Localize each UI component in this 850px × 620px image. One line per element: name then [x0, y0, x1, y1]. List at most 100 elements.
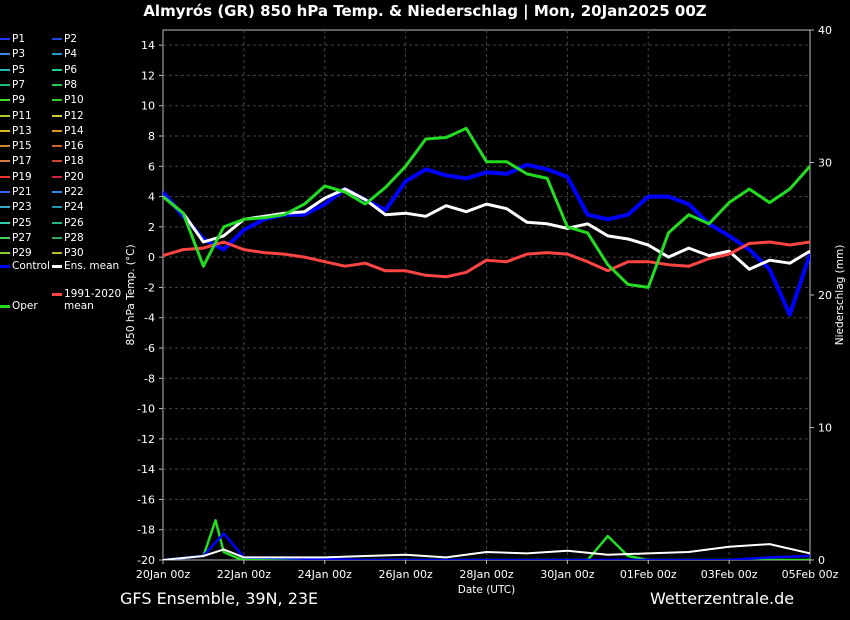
legend-swatch — [52, 206, 62, 209]
y-tick-label: -20 — [137, 554, 155, 567]
legend-label: P24 — [64, 201, 84, 214]
y-tick-label: -18 — [137, 524, 155, 537]
legend-entry-p2: P2 — [52, 33, 77, 45]
y-tick-label: -16 — [137, 493, 155, 506]
legend-swatch — [0, 53, 10, 56]
legend-entry-p25: P25 — [0, 217, 32, 229]
legend-swatch — [52, 38, 62, 40]
legend-label: P20 — [64, 170, 84, 183]
y-tick-label: -4 — [144, 312, 155, 325]
legend-swatch — [52, 53, 62, 56]
legend-label: Control — [12, 260, 50, 272]
y-tick-label: 0 — [148, 251, 155, 264]
legend-entry-p13: P13 — [0, 125, 32, 137]
legend-label: P13 — [12, 124, 32, 137]
legend-entry-p7: P7 — [0, 79, 25, 91]
legend-label: P22 — [64, 186, 84, 198]
precip-line-ens-mean — [163, 543, 810, 560]
x-tick-label: 01Feb 00z — [620, 568, 677, 581]
legend-label: P4 — [64, 48, 78, 61]
x-tick-label: 30Jan 00z — [540, 568, 594, 581]
chart-title: Almyrós (GR) 850 hPa Temp. & Niederschla… — [143, 2, 707, 20]
legend-label: P23 — [12, 201, 32, 214]
legend-label: P29 — [12, 247, 32, 260]
legend-label: P15 — [12, 140, 32, 153]
legend-entry-p26: P26 — [52, 217, 84, 229]
legend-label: P5 — [12, 63, 26, 76]
legend-swatch — [52, 191, 62, 193]
legend-swatch — [52, 68, 62, 71]
legend-entry-p18: P18 — [52, 155, 84, 167]
legend-entry-oper: Oper — [0, 300, 38, 312]
legend-label: P6 — [64, 63, 78, 76]
legend-entry-p22: P22 — [52, 186, 84, 198]
legend-label: P17 — [12, 155, 32, 168]
legend-entry-p20: P20 — [52, 171, 84, 183]
legend-label: P8 — [64, 78, 78, 91]
legend-entry-p8: P8 — [52, 79, 77, 91]
y-tick-label: -2 — [144, 281, 155, 294]
legend-entry-p24: P24 — [52, 201, 84, 213]
legend-label: P25 — [12, 216, 32, 229]
legend-label: Oper — [12, 300, 38, 312]
legend-label: P7 — [12, 78, 26, 91]
legend-swatch — [52, 292, 62, 296]
legend-swatch — [52, 221, 62, 224]
legend-entry-p5: P5 — [0, 64, 25, 76]
legend-label: P30 — [64, 247, 84, 260]
y-tick-label: -8 — [144, 372, 155, 385]
legend-swatch — [0, 99, 10, 102]
legend-entry-p12: P12 — [52, 110, 84, 122]
legend-swatch — [52, 160, 62, 163]
legend-swatch — [0, 160, 10, 163]
legend-swatch — [52, 236, 62, 239]
legend-swatch — [0, 221, 10, 224]
legend-entry-p14: P14 — [52, 125, 84, 137]
x-tick-label: 05Feb 00z — [782, 568, 839, 581]
y-tick-label: 4 — [148, 191, 155, 204]
y-tick-label: 14 — [141, 39, 155, 52]
legend-label: Ens. mean — [64, 260, 120, 272]
legend-swatch — [0, 304, 10, 308]
legend-entry-p28: P28 — [52, 232, 84, 244]
legend-swatch — [0, 129, 10, 132]
legend-label: P19 — [12, 170, 32, 183]
legend-swatch — [52, 145, 62, 148]
legend-label: P16 — [64, 140, 84, 153]
legend-entry-p23: P23 — [0, 201, 32, 213]
legend-label: P10 — [64, 94, 84, 107]
legend-label: P1 — [12, 33, 26, 45]
legend-swatch — [52, 264, 62, 268]
y2-tick-label: 30 — [818, 157, 832, 170]
legend-swatch — [52, 252, 62, 255]
legend-entry-p15: P15 — [0, 140, 32, 152]
legend-label: P26 — [64, 216, 84, 229]
legend-swatch — [52, 114, 62, 117]
x-tick-label: 28Jan 00z — [459, 568, 513, 581]
model-label: GFS Ensemble, 39N, 23E — [120, 589, 319, 608]
legend-entry-p16: P16 — [52, 140, 84, 152]
y-tick-label: -12 — [137, 433, 155, 446]
legend-swatch — [0, 191, 10, 193]
legend-swatch — [0, 38, 10, 40]
legend-label: P18 — [64, 155, 84, 168]
legend-swatch — [0, 83, 10, 86]
y-tick-label: 6 — [148, 160, 155, 173]
legend-label: P2 — [64, 33, 78, 45]
legend-entry-p9: P9 — [0, 94, 25, 106]
legend-entry-control: Control — [0, 260, 50, 272]
legend-swatch — [0, 175, 10, 178]
legend-label: 1991-2020 mean — [64, 288, 122, 312]
y2-tick-label: 20 — [818, 289, 832, 302]
legend-entry-p30: P30 — [52, 247, 84, 259]
legend-swatch — [0, 236, 10, 239]
legend-swatch — [0, 206, 10, 209]
legend-label: P3 — [12, 48, 26, 61]
y-tick-label: -10 — [137, 403, 155, 416]
legend-label: P28 — [64, 231, 84, 244]
series-line-oper — [163, 126, 810, 289]
legend-swatch — [0, 68, 10, 71]
legend-entry-1991-2020-mean: 1991-2020 mean — [52, 288, 126, 312]
x-tick-label: 24Jan 00z — [298, 568, 352, 581]
y-tick-label: 8 — [148, 130, 155, 143]
